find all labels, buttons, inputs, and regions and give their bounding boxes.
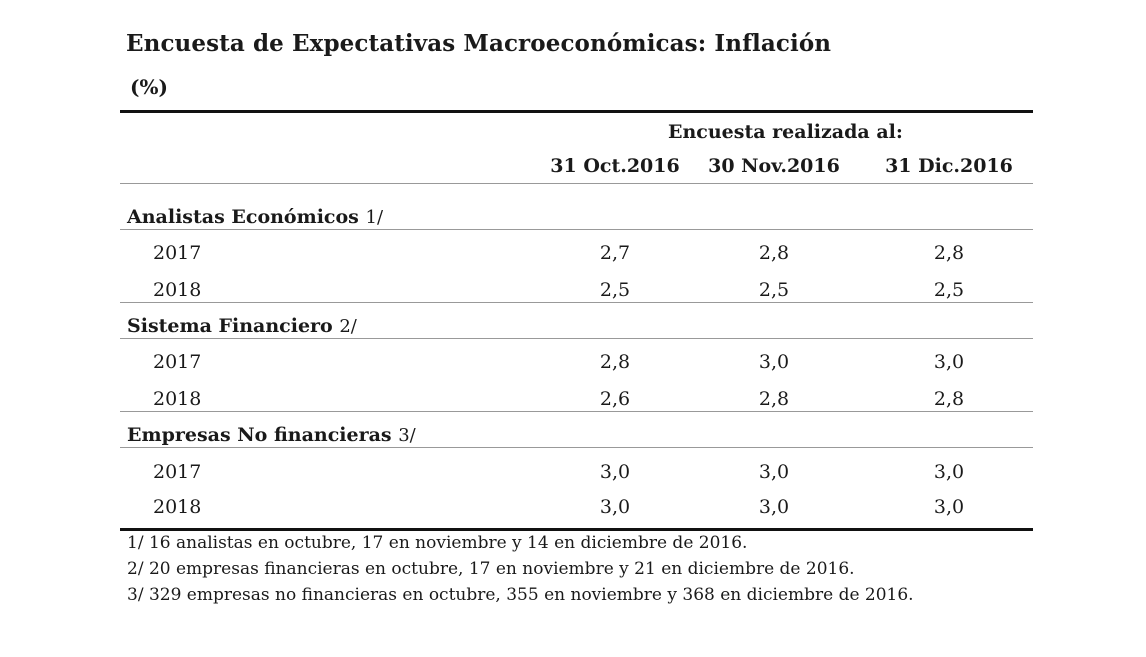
group-label-analistas: Analistas Económicos 1/	[127, 206, 383, 228]
survey-header-label: Encuesta realizada al:	[668, 121, 903, 143]
group-divider	[120, 338, 1033, 339]
group-divider	[120, 229, 1033, 230]
group-name: Sistema Financiero	[127, 315, 333, 337]
cell-value: 2,5	[758, 279, 790, 301]
footnote-1: 1/ 16 analistas en octubre, 17 en noviem…	[127, 533, 748, 553]
group-divider	[120, 302, 1033, 303]
footnotes: 1/ 16 analistas en octubre, 17 en noviem…	[127, 530, 914, 608]
table-row: 2018 3,0 3,0 3,0	[120, 496, 1033, 530]
row-year: 2018	[153, 388, 202, 410]
inflation-table: Encuesta realizada al: 31 Oct.2016 30 No…	[120, 110, 1033, 531]
group-note: 2/	[339, 316, 357, 337]
column-header-oct: 31 Oct.2016	[550, 155, 680, 177]
cell-value: 2,5	[599, 279, 631, 301]
footnote-2: 2/ 20 empresas financieras en octubre, 1…	[127, 559, 855, 579]
cell-value: 2,6	[599, 388, 631, 410]
cell-value: 2,8	[599, 351, 631, 373]
row-year: 2017	[153, 461, 202, 483]
group-label-sistema-financiero: Sistema Financiero 2/	[127, 315, 357, 337]
cell-value: 2,8	[758, 388, 790, 410]
cell-value: 3,0	[933, 351, 965, 373]
page-title: Encuesta de Expectativas Macroeconómicas…	[126, 30, 832, 57]
column-header-dec: 31 Dic.2016	[885, 155, 1013, 177]
row-year: 2017	[153, 242, 202, 264]
cell-value: 2,8	[933, 388, 965, 410]
survey-header: Encuesta realizada al:	[120, 121, 1033, 151]
cell-value: 3,0	[599, 496, 631, 518]
cell-value: 3,0	[758, 496, 790, 518]
group-name: Analistas Económicos	[127, 206, 359, 228]
group-name: Empresas No financieras	[127, 424, 392, 446]
column-header-nov: 30 Nov.2016	[708, 155, 840, 177]
header-divider	[120, 183, 1033, 184]
group-label-empresas: Empresas No financieras 3/	[127, 424, 416, 446]
cell-value: 3,0	[933, 496, 965, 518]
table-row: 2017 2,7 2,8 2,8	[120, 242, 1033, 276]
group-divider	[120, 411, 1033, 412]
group-note: 1/	[365, 207, 384, 228]
cell-value: 3,0	[933, 461, 965, 483]
table-row: 2018 2,6 2,8 2,8	[120, 388, 1033, 422]
cell-value: 3,0	[758, 461, 790, 483]
cell-value: 2,8	[933, 242, 965, 264]
cell-value: 2,7	[599, 242, 631, 264]
group-divider	[120, 447, 1033, 448]
cell-value: 3,0	[758, 351, 790, 373]
unit-label: (%)	[130, 75, 168, 99]
row-year: 2018	[153, 279, 202, 301]
row-year: 2017	[153, 351, 202, 373]
table-row: 2017 3,0 3,0 3,0	[120, 461, 1033, 495]
footnote-3: 3/ 329 empresas no financieras en octubr…	[127, 585, 914, 605]
cell-value: 2,5	[933, 279, 965, 301]
cell-value: 3,0	[599, 461, 631, 483]
table-row: 2017 2,8 3,0 3,0	[120, 351, 1033, 385]
row-year: 2018	[153, 496, 202, 518]
cell-value: 2,8	[758, 242, 790, 264]
group-note: 3/	[398, 425, 416, 446]
table-row: 2018 2,5 2,5 2,5	[120, 279, 1033, 313]
